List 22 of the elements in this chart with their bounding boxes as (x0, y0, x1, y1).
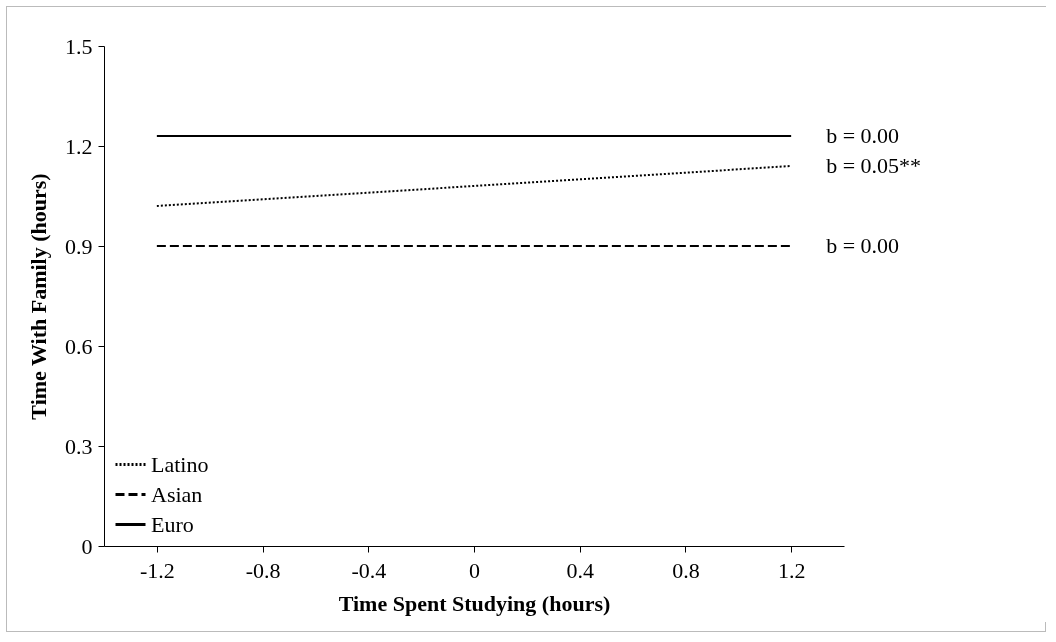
legend-label: Euro (151, 511, 194, 537)
y-tick-label: 0.3 (65, 433, 93, 459)
y-axis-title: Time With Family (hours) (26, 173, 51, 420)
x-tick-label: -1.2 (139, 557, 175, 583)
y-tick-label: 1.5 (65, 33, 93, 59)
annotation: b = 0.00 (826, 123, 900, 148)
x-axis-title: Time Spent Studying (hours) (338, 590, 611, 616)
y-tick-label: 0.6 (65, 333, 93, 359)
x-tick-label: -0.4 (351, 557, 387, 583)
y-tick-label: 0 (81, 533, 93, 559)
x-tick-label: -0.8 (245, 557, 281, 583)
line-series (155, 165, 793, 207)
x-tick-label: 1.2 (777, 557, 806, 583)
annotation: b = 0.00 (826, 233, 900, 258)
legend-label: Latino (151, 451, 209, 477)
annotation: b = 0.05** (826, 153, 922, 178)
y-tick-label: 0.9 (65, 233, 93, 259)
x-tick-label: 0.4 (566, 557, 594, 583)
legend-label: Asian (151, 481, 203, 507)
x-tick-label: 0 (469, 557, 480, 583)
y-tick-label: 1.2 (65, 133, 93, 159)
x-tick-label: 0.8 (672, 557, 700, 583)
